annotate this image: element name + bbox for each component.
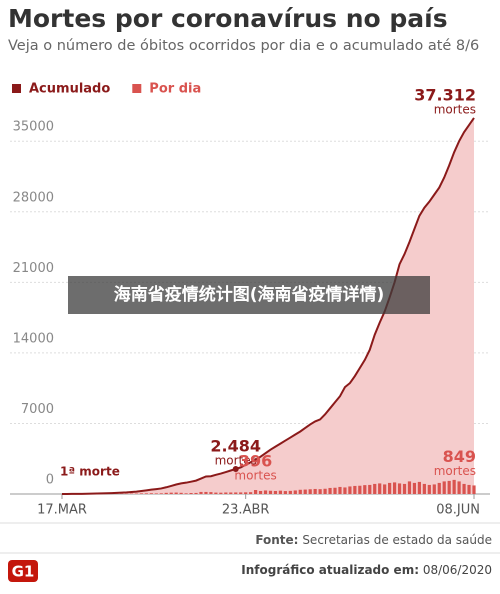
- bar: [378, 483, 381, 494]
- bar: [467, 485, 470, 494]
- bar: [219, 493, 222, 494]
- bar: [363, 485, 366, 494]
- bar: [249, 492, 252, 494]
- y-tick-label: 0: [46, 473, 54, 488]
- bar: [229, 492, 232, 494]
- bar: [145, 493, 148, 494]
- bar: [140, 493, 143, 494]
- bar: [438, 483, 441, 494]
- bar: [304, 490, 307, 494]
- bar: [259, 491, 262, 494]
- bar: [224, 492, 227, 494]
- bar: [314, 489, 317, 494]
- x-tick-label: 08.JUN: [436, 503, 480, 518]
- bar: [239, 492, 242, 494]
- bar: [234, 492, 237, 494]
- bar: [393, 482, 396, 494]
- bar: [408, 481, 411, 494]
- bar: [289, 491, 292, 494]
- y-tick-label: 35000: [13, 120, 54, 135]
- value-unit: mortes: [434, 464, 476, 478]
- source-label: Fonte:: [255, 533, 298, 547]
- bar: [254, 490, 257, 494]
- bar: [264, 490, 267, 494]
- updated: Infográfico atualizado em: 08/06/2020: [241, 563, 492, 577]
- bar: [448, 481, 451, 494]
- bar: [209, 492, 212, 494]
- x-tick-label: 17.MAR: [37, 503, 87, 518]
- source: Fonte: Secretarias de estado da saúde: [255, 533, 492, 547]
- bar: [443, 481, 446, 494]
- bar: [184, 493, 187, 494]
- bar: [204, 492, 207, 494]
- x-tick-label: 23.ABR: [222, 503, 270, 518]
- bar: [180, 493, 183, 494]
- legend-label: Acumulado: [29, 82, 110, 97]
- bar: [194, 493, 197, 494]
- source-text: Secretarias de estado da saúde: [302, 533, 492, 547]
- bar: [189, 493, 192, 494]
- y-tick-label: 14000: [13, 331, 54, 346]
- bar: [165, 493, 168, 494]
- bar: [458, 481, 461, 494]
- bar: [418, 482, 421, 494]
- y-tick-label: 28000: [13, 190, 54, 205]
- chart-title: Mortes por coronavírus no país: [8, 4, 448, 33]
- bar: [373, 484, 376, 494]
- bar: [423, 484, 426, 494]
- bar: [353, 486, 356, 494]
- bar: [403, 484, 406, 494]
- bar: [199, 492, 202, 494]
- legend-swatch: [132, 84, 141, 93]
- bar: [323, 489, 326, 494]
- legend-label: Por dia: [149, 82, 201, 97]
- updated-date: 08/06/2020: [423, 563, 492, 577]
- bar: [368, 485, 371, 494]
- bar: [462, 484, 465, 494]
- bar: [472, 485, 475, 494]
- bar: [294, 490, 297, 494]
- bar: [269, 491, 272, 494]
- legend-swatch: [12, 84, 21, 93]
- bar: [175, 493, 178, 494]
- y-tick-label: 7000: [21, 402, 54, 417]
- bar: [328, 488, 331, 494]
- bar: [319, 489, 322, 494]
- value-unit: mortes: [434, 102, 476, 116]
- bar: [309, 489, 312, 494]
- bar: [150, 493, 153, 494]
- bar: [453, 480, 456, 494]
- bar: [333, 488, 336, 494]
- bar: [155, 493, 158, 494]
- bar: [279, 491, 282, 494]
- bar: [170, 493, 173, 494]
- bar: [343, 487, 346, 494]
- bar: [338, 487, 341, 494]
- bar: [433, 484, 436, 494]
- bar: [413, 483, 416, 494]
- bar: [398, 483, 401, 494]
- watermark: 海南省疫情统计图(海南省疫情详情): [68, 276, 430, 314]
- chart-subtitle: Veja o número de óbitos ocorridos por di…: [8, 38, 479, 54]
- bar: [299, 490, 302, 494]
- bar: [358, 486, 361, 494]
- bar: [284, 491, 287, 494]
- bar: [383, 484, 386, 494]
- updated-label: Infográfico atualizado em:: [241, 563, 419, 577]
- bar: [160, 493, 163, 494]
- bar: [244, 492, 247, 494]
- bar: [214, 493, 217, 494]
- bar: [388, 483, 391, 494]
- bar: [348, 486, 351, 494]
- value-unit: mortes: [234, 469, 276, 483]
- bar: [428, 485, 431, 494]
- logo: G1: [12, 563, 35, 581]
- bar: [274, 491, 277, 494]
- value-label: 1ª morte: [60, 464, 120, 478]
- y-tick-label: 21000: [13, 261, 54, 276]
